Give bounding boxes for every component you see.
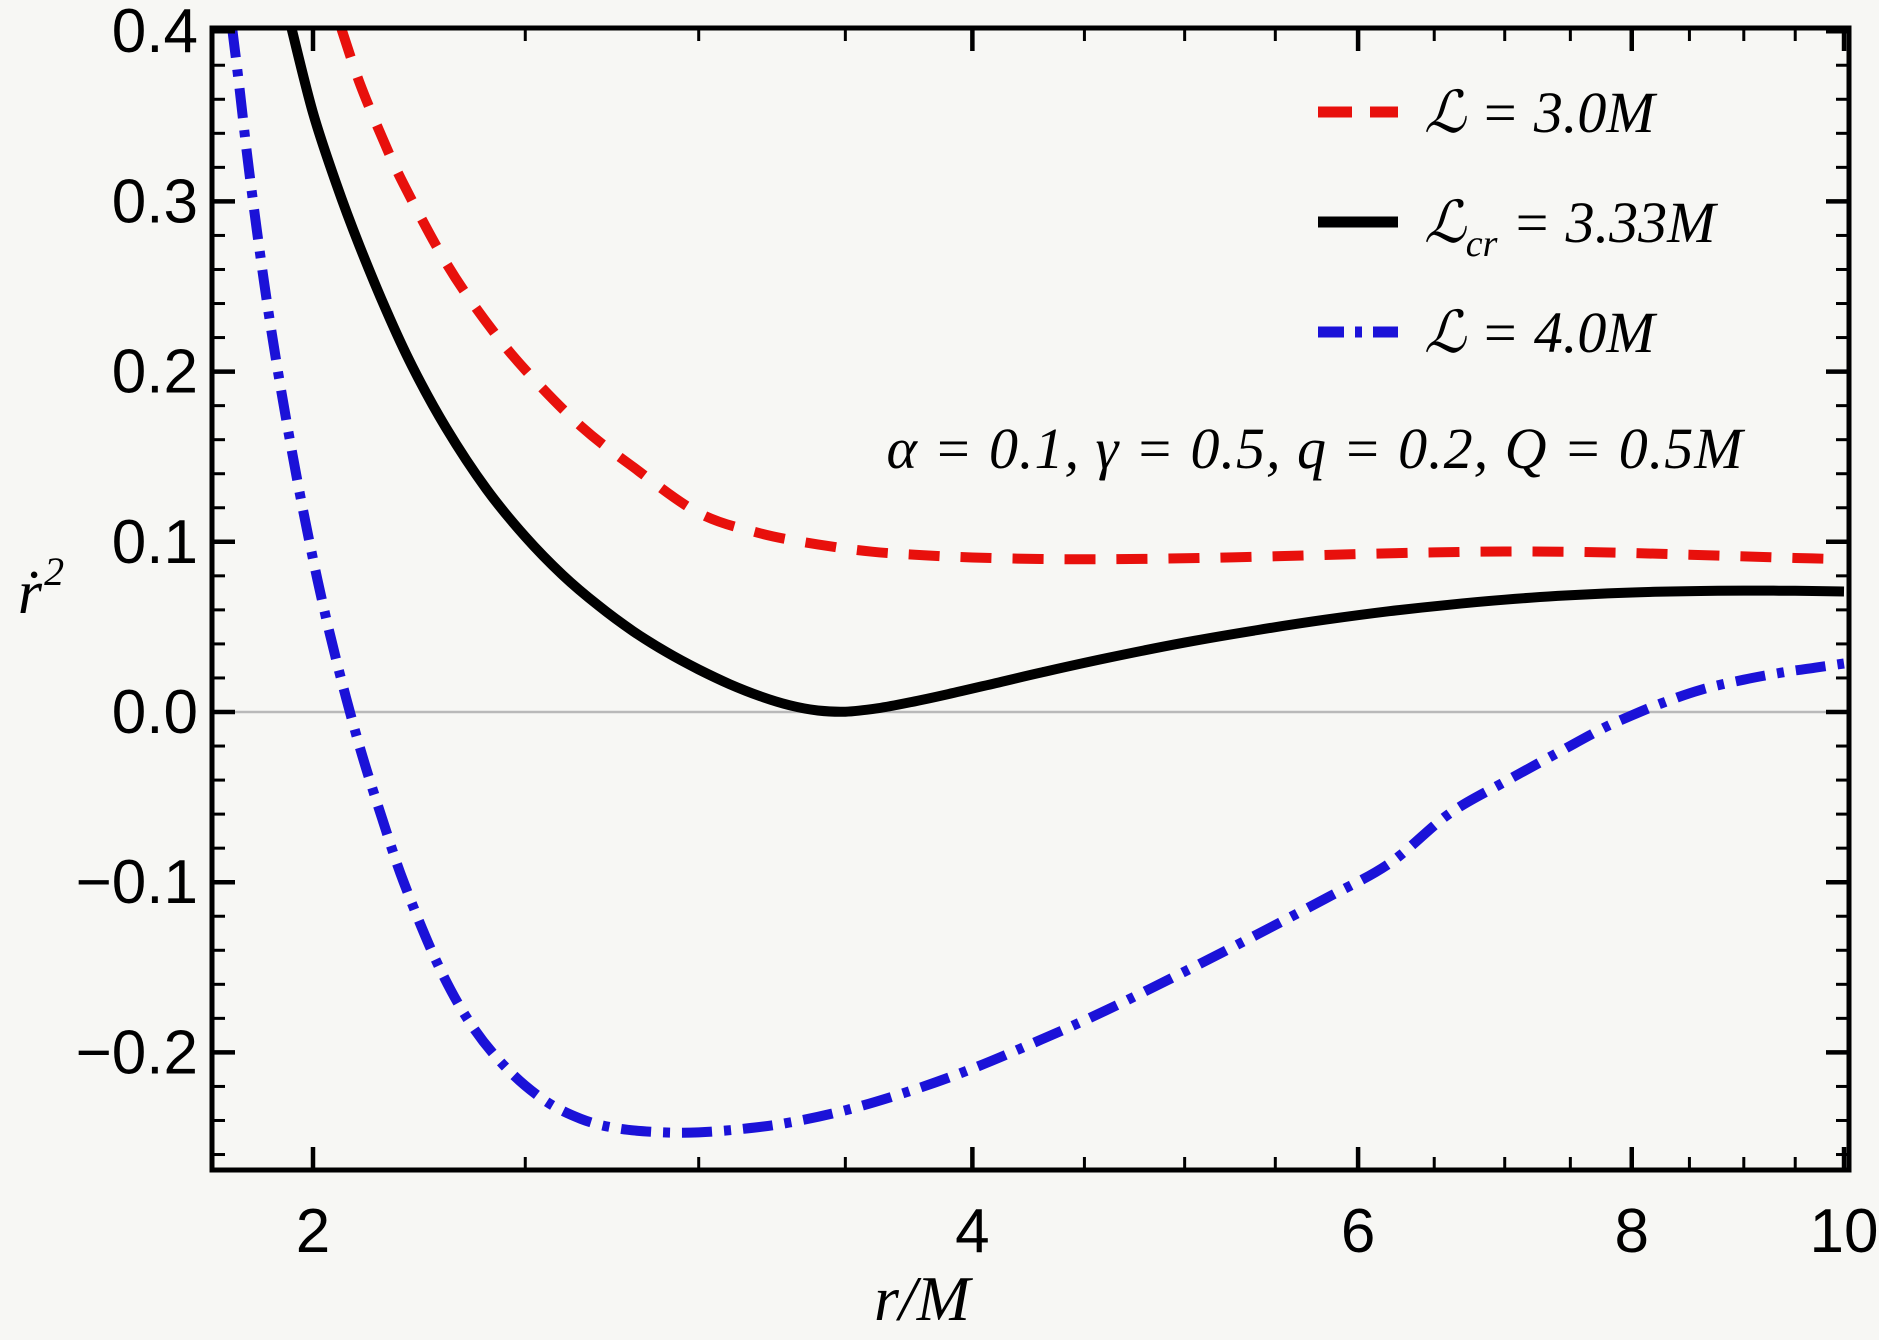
curve-solid-1	[286, 28, 1845, 717]
x-tick-label: 10	[1810, 1197, 1879, 1266]
y-tick-label: 0.3	[112, 167, 198, 236]
x-tick-labels: 2 4 6 8 10	[296, 1197, 1879, 1266]
legend-label: ℒ = 4.0M	[1424, 300, 1657, 365]
parameters-annotation: α = 0.1, γ = 0.5, q = 0.2, Q = 0.5M	[886, 416, 1744, 481]
x-axis-label: r/M	[874, 1263, 970, 1334]
x-tick-label: 2	[296, 1197, 330, 1266]
y-axis-label: ṙ2	[0, 548, 82, 629]
y-tick-label: 0.4	[112, 0, 198, 66]
y-tick-label: −0.1	[76, 848, 198, 917]
y-tick-label: −0.2	[76, 1018, 198, 1087]
x-tick-label: 4	[955, 1197, 989, 1266]
legend-label: ℒ = 3.0M	[1424, 80, 1657, 145]
legend: ℒ = 3.0M ℒcr = 3.33M ℒ = 4.0M	[1318, 80, 1718, 365]
plot-frame	[209, 25, 1852, 1173]
y-axis-label-base: ṙ	[17, 559, 43, 627]
y-tick-labels: 0.4 0.3 0.2 0.1 0.0 −0.1 −0.2	[76, 0, 198, 1087]
y-tick-label: 0.0	[112, 678, 198, 747]
x-tick-label: 6	[1341, 1197, 1375, 1266]
y-axis-label-exponent: 2	[44, 549, 65, 594]
legend-label: ℒcr = 3.33M	[1424, 190, 1718, 265]
x-tick-label: 8	[1615, 1197, 1649, 1266]
axis-ticks	[212, 28, 1849, 1170]
y-tick-label: 0.1	[112, 508, 198, 577]
y-tick-label: 0.2	[112, 338, 198, 407]
curve-dash-dot-2	[227, 28, 1845, 1138]
